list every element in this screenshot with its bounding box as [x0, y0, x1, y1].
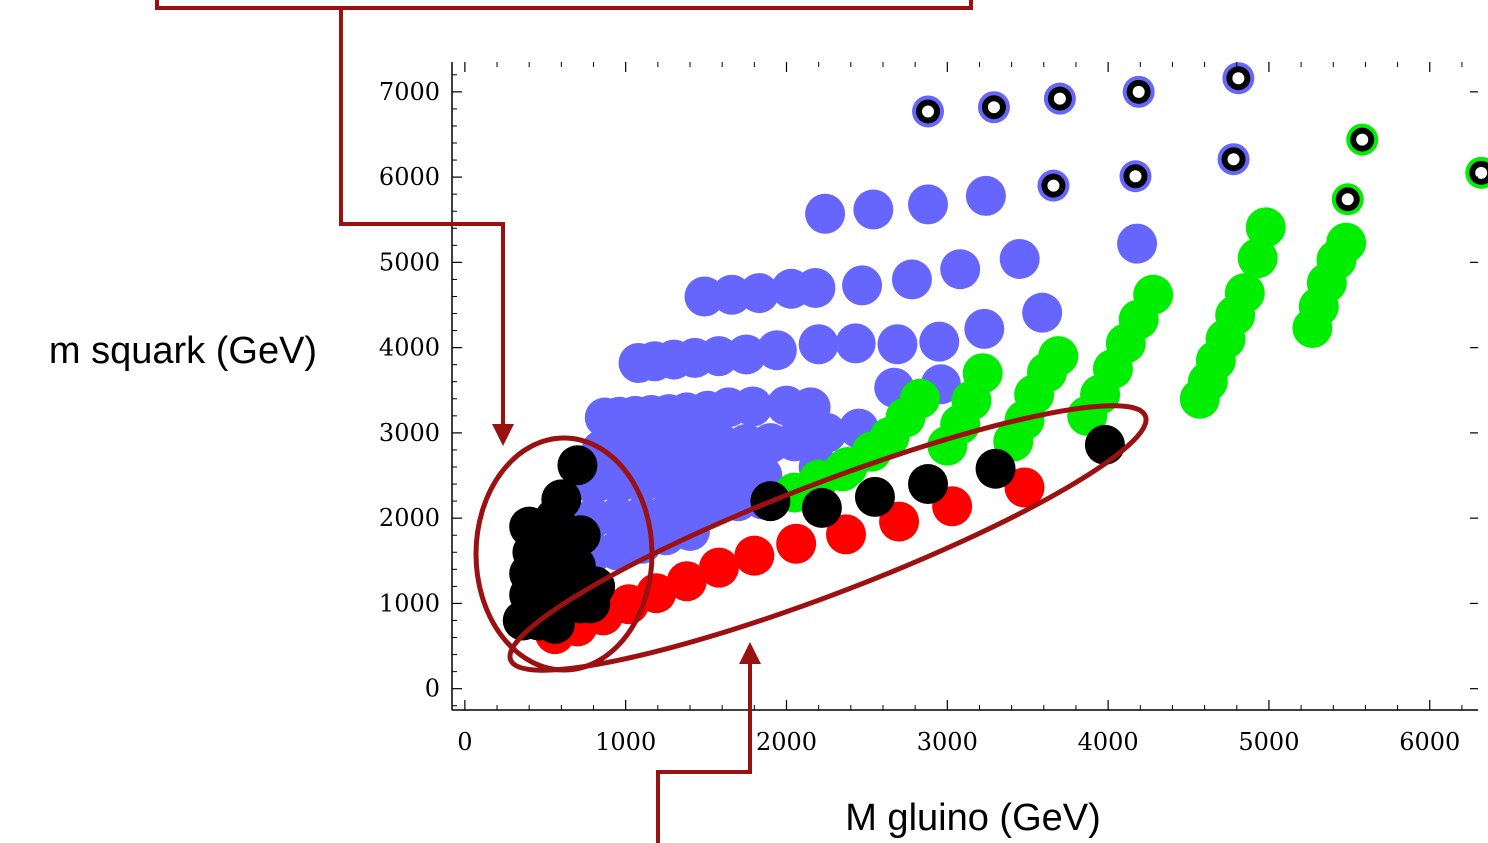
ring-marker-blue-3	[1122, 75, 1155, 108]
y-tick-label: 4000	[379, 334, 440, 362]
ring-marker-blue-5	[1037, 169, 1070, 202]
x-tick-label: 2000	[756, 728, 817, 756]
ring-marker-green-0	[1331, 183, 1364, 216]
point-green-35	[1326, 222, 1367, 263]
point-blue-15	[756, 330, 797, 371]
point-blue-50	[774, 421, 815, 462]
ring-marker-blue-0	[912, 95, 945, 128]
point-blue-18	[739, 273, 780, 314]
x-tick-label: 4000	[1078, 728, 1139, 756]
y-axis-title: m squark (GeV)	[49, 330, 317, 372]
point-blue-26	[795, 267, 836, 308]
point-blue-25	[1022, 292, 1063, 333]
point-black-24	[801, 487, 842, 528]
top-callout-box	[155, 0, 973, 10]
point-blue-28	[891, 259, 932, 300]
point-green-30	[1245, 207, 1286, 248]
point-green-11	[962, 353, 1003, 394]
point-red-5	[666, 561, 707, 602]
point-blue-38	[806, 412, 847, 453]
axes: 0 1000 2000 3000 4000 5000 6000 0 1000 2000 3000 40…	[379, 62, 1478, 756]
point-blue-34	[908, 184, 949, 225]
annotations	[155, 0, 1149, 843]
point-green-4	[899, 378, 940, 419]
y-tick-label: 2000	[379, 504, 440, 532]
point-black-16	[502, 600, 543, 641]
point-green-29	[1237, 238, 1278, 279]
point-blue-8	[732, 386, 773, 427]
point-red-12	[1004, 467, 1045, 508]
point-blue-23	[919, 321, 960, 362]
point-blue-27	[842, 265, 883, 306]
y-tick-label: 3000	[379, 419, 440, 447]
ring-marker-blue-2	[1043, 82, 1076, 115]
x-tick-label: 1000	[595, 728, 656, 756]
ring-marker-blue-1	[977, 91, 1010, 124]
bottom-callout-arrow	[656, 660, 752, 843]
arrowhead-up-icon	[739, 642, 761, 664]
ring-marker-green-2	[1465, 156, 1488, 189]
point-green-28	[1224, 273, 1265, 314]
point-red-10	[879, 501, 920, 542]
point-black-19	[560, 515, 601, 556]
x-tick-label: 3000	[917, 728, 978, 756]
x-tick-label: 5000	[1238, 728, 1299, 756]
plot-area	[502, 62, 1488, 655]
point-blue-35	[965, 175, 1006, 216]
y-tick-label: 6000	[379, 163, 440, 191]
x-axis-title: M gluino (GeV)	[845, 797, 1101, 839]
point-red-9	[825, 514, 866, 555]
point-blue-30	[999, 238, 1040, 279]
point-red-8	[776, 523, 817, 564]
point-blue-31	[1117, 223, 1158, 264]
point-green-16	[1038, 336, 1079, 377]
point-blue-33	[853, 189, 894, 230]
y-tick-label: 0	[425, 675, 440, 703]
point-red-6	[698, 547, 739, 588]
top-callout-arrow	[339, 8, 505, 430]
point-red-7	[734, 535, 775, 576]
y-tick-label: 7000	[379, 78, 440, 106]
ring-marker-green-1	[1346, 123, 1379, 156]
point-blue-21	[835, 323, 876, 364]
arrowhead-down-icon	[492, 424, 514, 446]
point-black-28	[1084, 424, 1125, 465]
y-tick-label: 1000	[379, 589, 440, 617]
point-green-22	[1133, 274, 1174, 315]
point-blue-32	[805, 193, 846, 234]
point-black-27	[975, 448, 1016, 489]
ring-marker-blue-6	[1119, 160, 1152, 193]
ring-marker-blue-7	[1217, 143, 1250, 176]
x-tick-label: 6000	[1399, 728, 1460, 756]
x-tick-label: 0	[457, 728, 472, 756]
point-blue-14	[726, 334, 767, 375]
point-blue-20	[798, 324, 839, 365]
point-blue-24	[964, 308, 1005, 349]
point-black-0	[557, 445, 598, 486]
point-blue-29	[940, 249, 981, 290]
point-black-26	[908, 464, 949, 505]
y-tick-label: 5000	[379, 248, 440, 276]
point-blue-22	[877, 324, 918, 365]
ring-marker-blue-4	[1222, 62, 1255, 95]
point-black-25	[854, 476, 895, 517]
diagonal-ellipse	[507, 403, 1149, 673]
